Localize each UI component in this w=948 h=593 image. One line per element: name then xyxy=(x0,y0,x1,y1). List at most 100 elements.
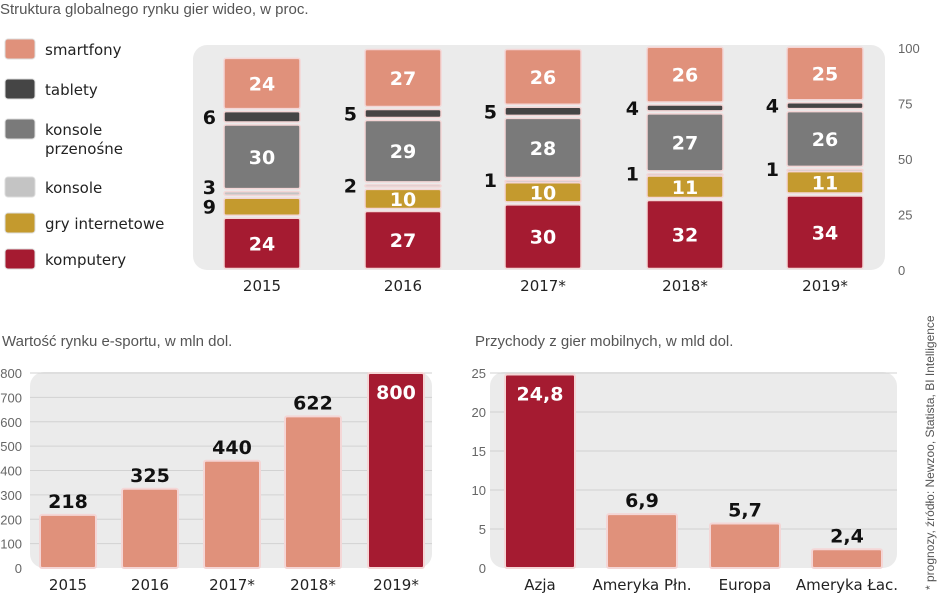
data-label: 30 xyxy=(530,227,556,249)
x-tick-label: Azja xyxy=(524,576,556,593)
legend-label: konsole xyxy=(45,179,102,197)
bar-segment-gry_internetowe xyxy=(223,197,301,216)
data-label: 5,7 xyxy=(728,500,762,522)
bar-segment-komputery xyxy=(786,195,864,270)
bar-segment-konsole_przenosne xyxy=(223,124,301,190)
bar-segment-gry_internetowe xyxy=(364,188,442,210)
data-label: 27 xyxy=(390,230,416,252)
data-label: 5 xyxy=(484,101,497,123)
legend-item-gry_internetowe: gry internetowe xyxy=(4,212,164,234)
bar xyxy=(709,522,781,569)
bar-segment-tablety xyxy=(786,102,864,110)
data-label: 800 xyxy=(376,382,416,404)
data-label: 25 xyxy=(812,64,838,86)
bar xyxy=(367,372,425,569)
data-label: 26 xyxy=(530,67,556,89)
data-label: 5 xyxy=(344,103,357,125)
bar xyxy=(203,459,261,569)
bar-segment-tablety xyxy=(223,110,301,123)
bar-segment-tablety xyxy=(646,104,724,112)
data-label: 32 xyxy=(672,224,698,246)
y-tick-label: 200 xyxy=(0,512,22,527)
bar-segment-smartfony xyxy=(223,57,301,110)
legend-swatch xyxy=(4,212,36,234)
y-tick-label: 75 xyxy=(898,97,912,112)
bar-segment-konsole_przenosne xyxy=(504,117,582,179)
y-tick-label: 0 xyxy=(898,263,905,278)
y-tick-label: 20 xyxy=(472,405,486,420)
data-label: 1 xyxy=(626,163,639,185)
data-label: 440 xyxy=(212,437,252,459)
bar xyxy=(606,513,678,569)
data-label: 26 xyxy=(672,65,698,87)
y-tick-label: 400 xyxy=(0,464,22,479)
x-tick-label: Ameryka Łac. xyxy=(796,576,898,593)
y-tick-label: 15 xyxy=(472,444,486,459)
data-label: 11 xyxy=(812,172,838,194)
data-label: 11 xyxy=(672,177,698,199)
bar-segment-konsole xyxy=(364,184,442,188)
y-tick-label: 100 xyxy=(0,537,22,552)
data-label: 30 xyxy=(249,147,275,169)
bar-segment-tablety xyxy=(504,106,582,117)
bar-segment-komputery xyxy=(223,217,301,270)
legend-label: komputery xyxy=(45,251,126,269)
y-tick-label: 10 xyxy=(472,483,486,498)
bar-segment-smartfony xyxy=(504,48,582,105)
chart-title: Wartość rynku e-sportu, w mln dol. xyxy=(2,333,232,350)
bar xyxy=(39,513,97,569)
bar xyxy=(811,548,883,570)
legend-item-komputery: komputery xyxy=(4,248,126,270)
y-tick-label: 0 xyxy=(479,561,486,576)
x-tick-label: 2015 xyxy=(243,277,281,295)
legend-swatch xyxy=(4,176,36,198)
bar-segment-konsole xyxy=(786,168,864,173)
bar-segment-smartfony xyxy=(786,46,864,101)
bar xyxy=(121,487,179,569)
y-tick-label: 50 xyxy=(898,152,912,167)
data-label: 24 xyxy=(249,74,275,96)
data-label: 10 xyxy=(530,182,556,204)
bar-segment-konsole_przenosne xyxy=(786,110,864,168)
x-tick-label: 2018* xyxy=(290,576,336,593)
y-tick-label: 25 xyxy=(472,366,486,381)
legend-label: konsole xyxy=(45,121,102,139)
data-label: 1 xyxy=(484,170,497,192)
data-label: 27 xyxy=(672,132,698,154)
plot-background xyxy=(490,372,897,568)
legend-label: smartfony xyxy=(45,41,122,59)
legend-label: przenośne xyxy=(45,140,123,158)
x-tick-label: 2016 xyxy=(384,277,422,295)
data-label: 10 xyxy=(390,189,416,211)
bar-segment-tablety xyxy=(364,108,442,119)
x-tick-label: Europa xyxy=(719,576,772,593)
y-tick-label: 25 xyxy=(898,208,912,223)
y-tick-label: 800 xyxy=(0,366,22,381)
y-tick-label: 0 xyxy=(15,561,22,576)
legend-item-konsole: konsole xyxy=(4,176,102,198)
data-label: 24,8 xyxy=(517,384,564,406)
data-label: 6,9 xyxy=(625,490,659,512)
x-tick-label: 2019* xyxy=(802,277,848,295)
legend-swatch xyxy=(4,38,36,60)
bar-segment-konsole xyxy=(223,190,301,196)
data-label: 218 xyxy=(48,491,88,513)
bar-segment-konsole_przenosne xyxy=(364,119,442,183)
data-label: 4 xyxy=(626,98,639,120)
bar-segment-smartfony xyxy=(364,48,442,108)
legend-item-smartfony: smartfony xyxy=(4,38,122,60)
data-label: 29 xyxy=(390,141,416,163)
source-note: * prognozy, źródło: Newzoo, Statista, BI… xyxy=(923,315,937,590)
bar-segment-komputery xyxy=(504,204,582,270)
x-tick-label: 2016 xyxy=(131,576,169,593)
bar xyxy=(504,373,576,569)
bar-segment-komputery xyxy=(646,199,724,270)
x-tick-label: Ameryka Płn. xyxy=(592,576,691,593)
y-tick-label: 5 xyxy=(479,522,486,537)
bar-segment-konsole_przenosne xyxy=(646,113,724,172)
y-tick-label: 600 xyxy=(0,415,22,430)
x-tick-label: 2019* xyxy=(373,576,419,593)
legend-label: tablety xyxy=(45,81,98,99)
bar-segment-smartfony xyxy=(646,46,724,103)
data-label: 28 xyxy=(530,138,556,160)
